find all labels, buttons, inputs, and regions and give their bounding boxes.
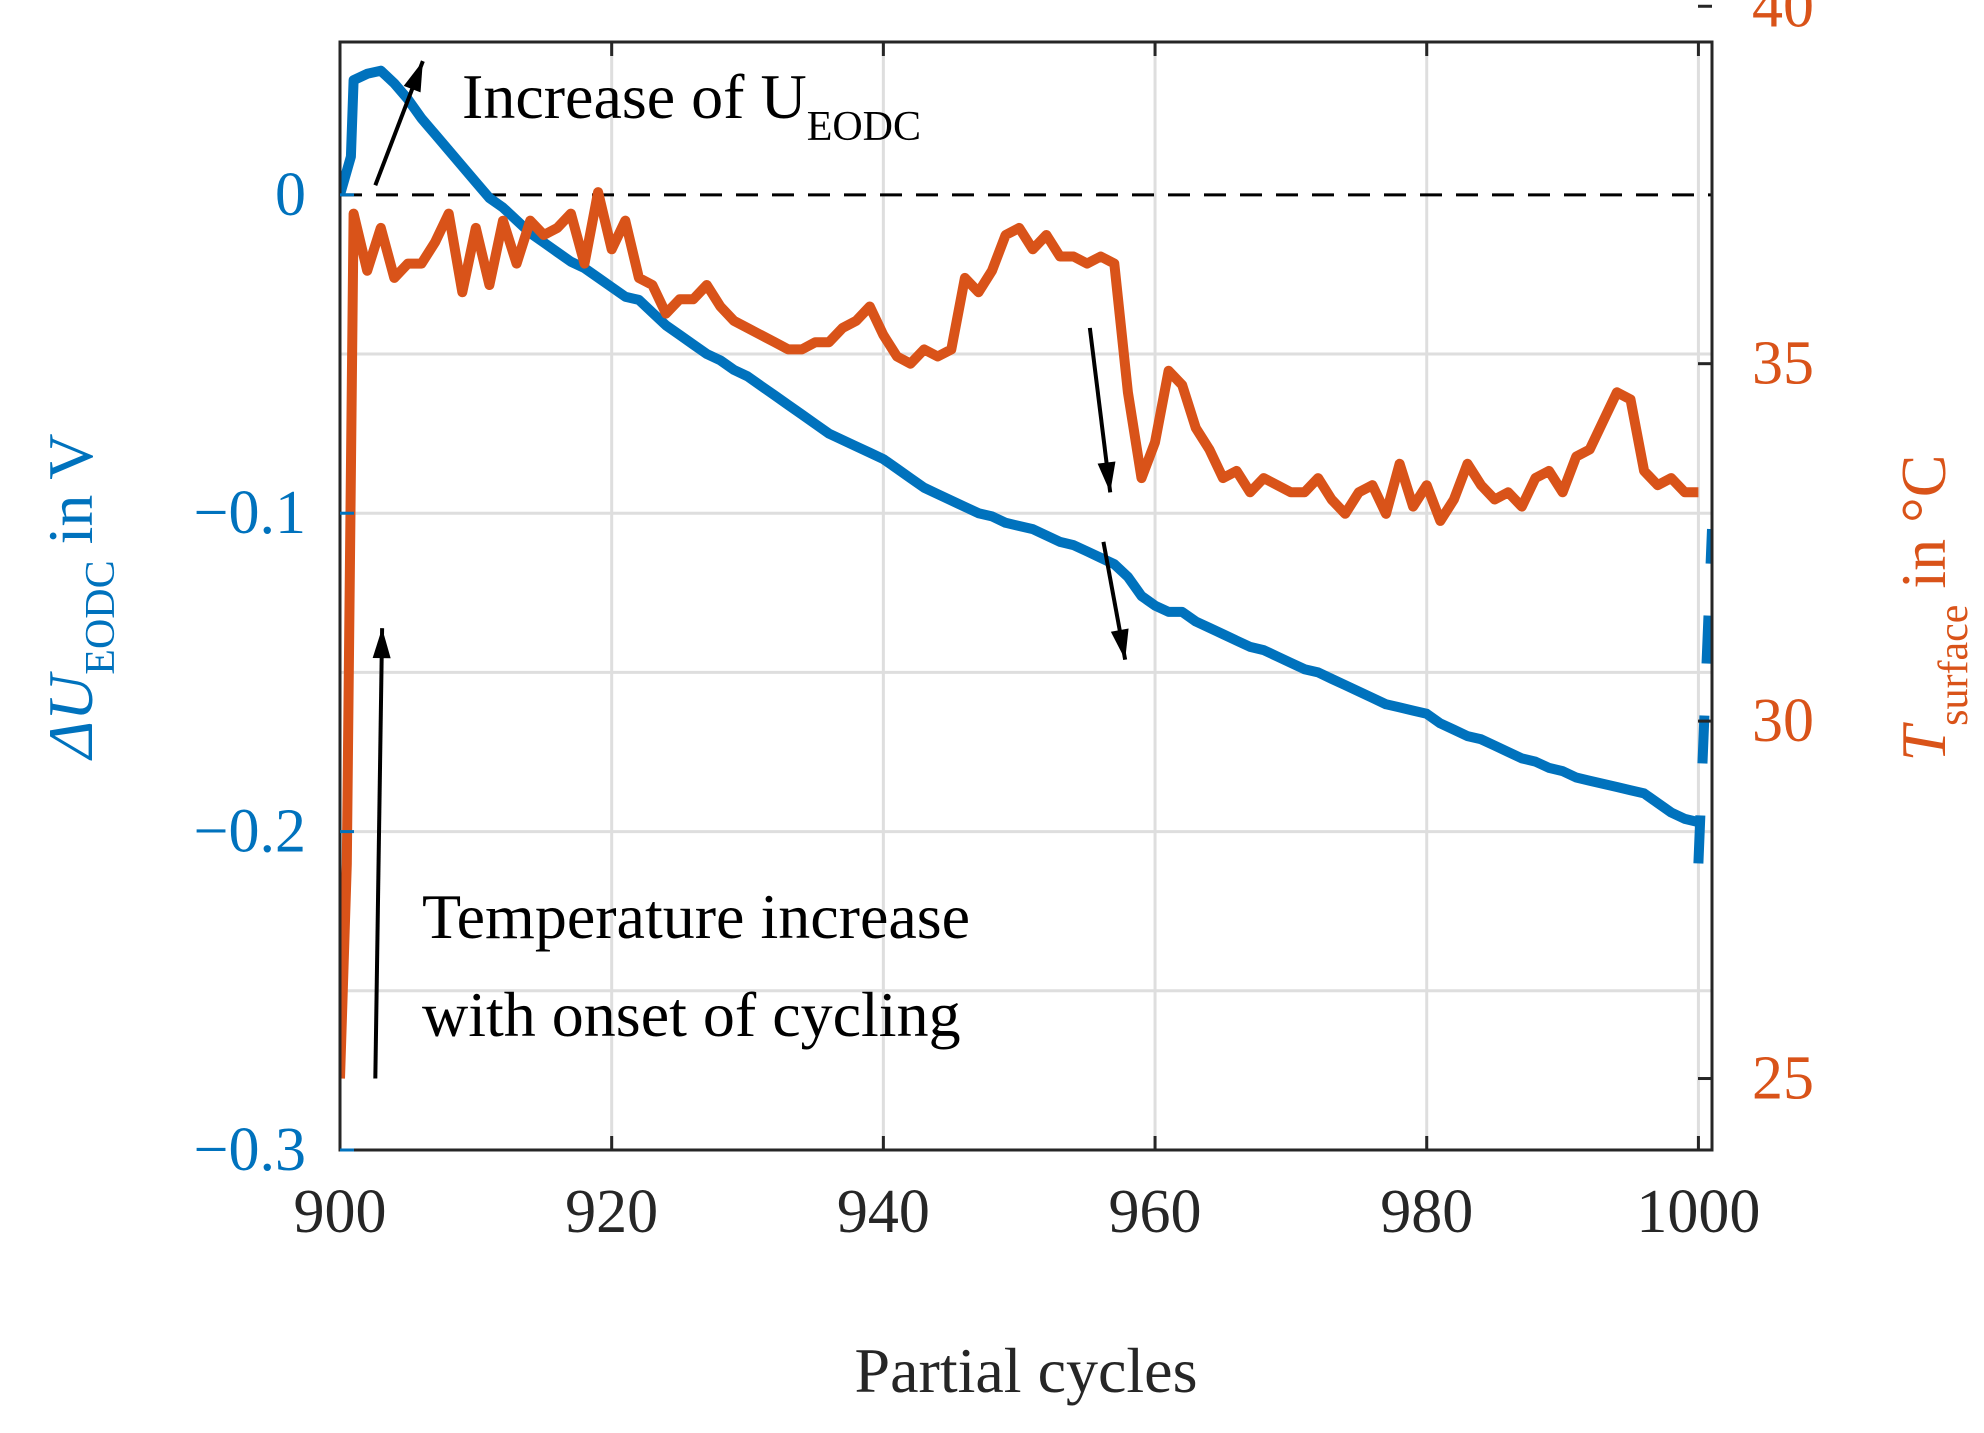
left-y-tick-label: 0	[275, 161, 306, 229]
arrow-temperature-drop-head	[1097, 461, 1116, 493]
arrow-temperature-drop	[1087, 327, 1116, 493]
x-tick-label: 900	[294, 1178, 387, 1246]
x-tick-label: 960	[1109, 1178, 1202, 1246]
right-y-tick-label: 40	[1752, 0, 1814, 40]
x-tick-label: 940	[837, 1178, 930, 1246]
x-axis-title: Partial cycles	[855, 1335, 1198, 1406]
grid-layer	[338, 42, 1712, 1150]
annotation-increase: Increase of UEODC	[462, 61, 921, 150]
arrow-voltage-drop-head	[1110, 628, 1129, 660]
left-axis-title: ΔUEODC in V	[35, 434, 124, 762]
right-y-tick-label: 25	[1752, 1045, 1814, 1113]
left-y-tick-label: −0.1	[194, 479, 306, 547]
right-y-tick-label: 30	[1752, 687, 1814, 755]
arrow-increase-u	[373, 60, 425, 186]
series-line-delta-u	[340, 65, 1700, 827]
arrow-temperature-increase	[372, 628, 391, 1079]
annotation-arrows	[372, 60, 1129, 1079]
right-axis-title: Tsurface in °C	[1888, 455, 1977, 762]
arrow-temperature-increase-head	[372, 628, 391, 659]
axes-layer: 900 920 940 960 980 1000 −0.3 −0.2 −0.1 0 25 30 35 40	[194, 0, 1814, 1246]
arrow-temperature-increase-shaft	[373, 628, 385, 1079]
arrow-voltage-drop	[1101, 541, 1129, 661]
left-y-tick-label: −0.3	[194, 1116, 306, 1184]
x-tick-label: 980	[1380, 1178, 1473, 1246]
plot-frame	[338, 40, 1714, 1152]
annotation-temperature-line-1: Temperature increase	[422, 881, 970, 952]
plot-area	[340, 65, 1712, 1079]
series-line-temperature	[340, 187, 1699, 1079]
left-y-tick-label: −0.2	[194, 798, 306, 866]
arrow-increase-u-head	[403, 61, 423, 93]
annotation-temperature-line-2: with onset of cycling	[422, 979, 961, 1050]
right-y-tick-label: 35	[1752, 330, 1814, 398]
x-tick-label: 920	[565, 1178, 658, 1246]
x-tick-label: 1000	[1636, 1178, 1760, 1246]
series-line-final-jump	[1693, 528, 1712, 864]
